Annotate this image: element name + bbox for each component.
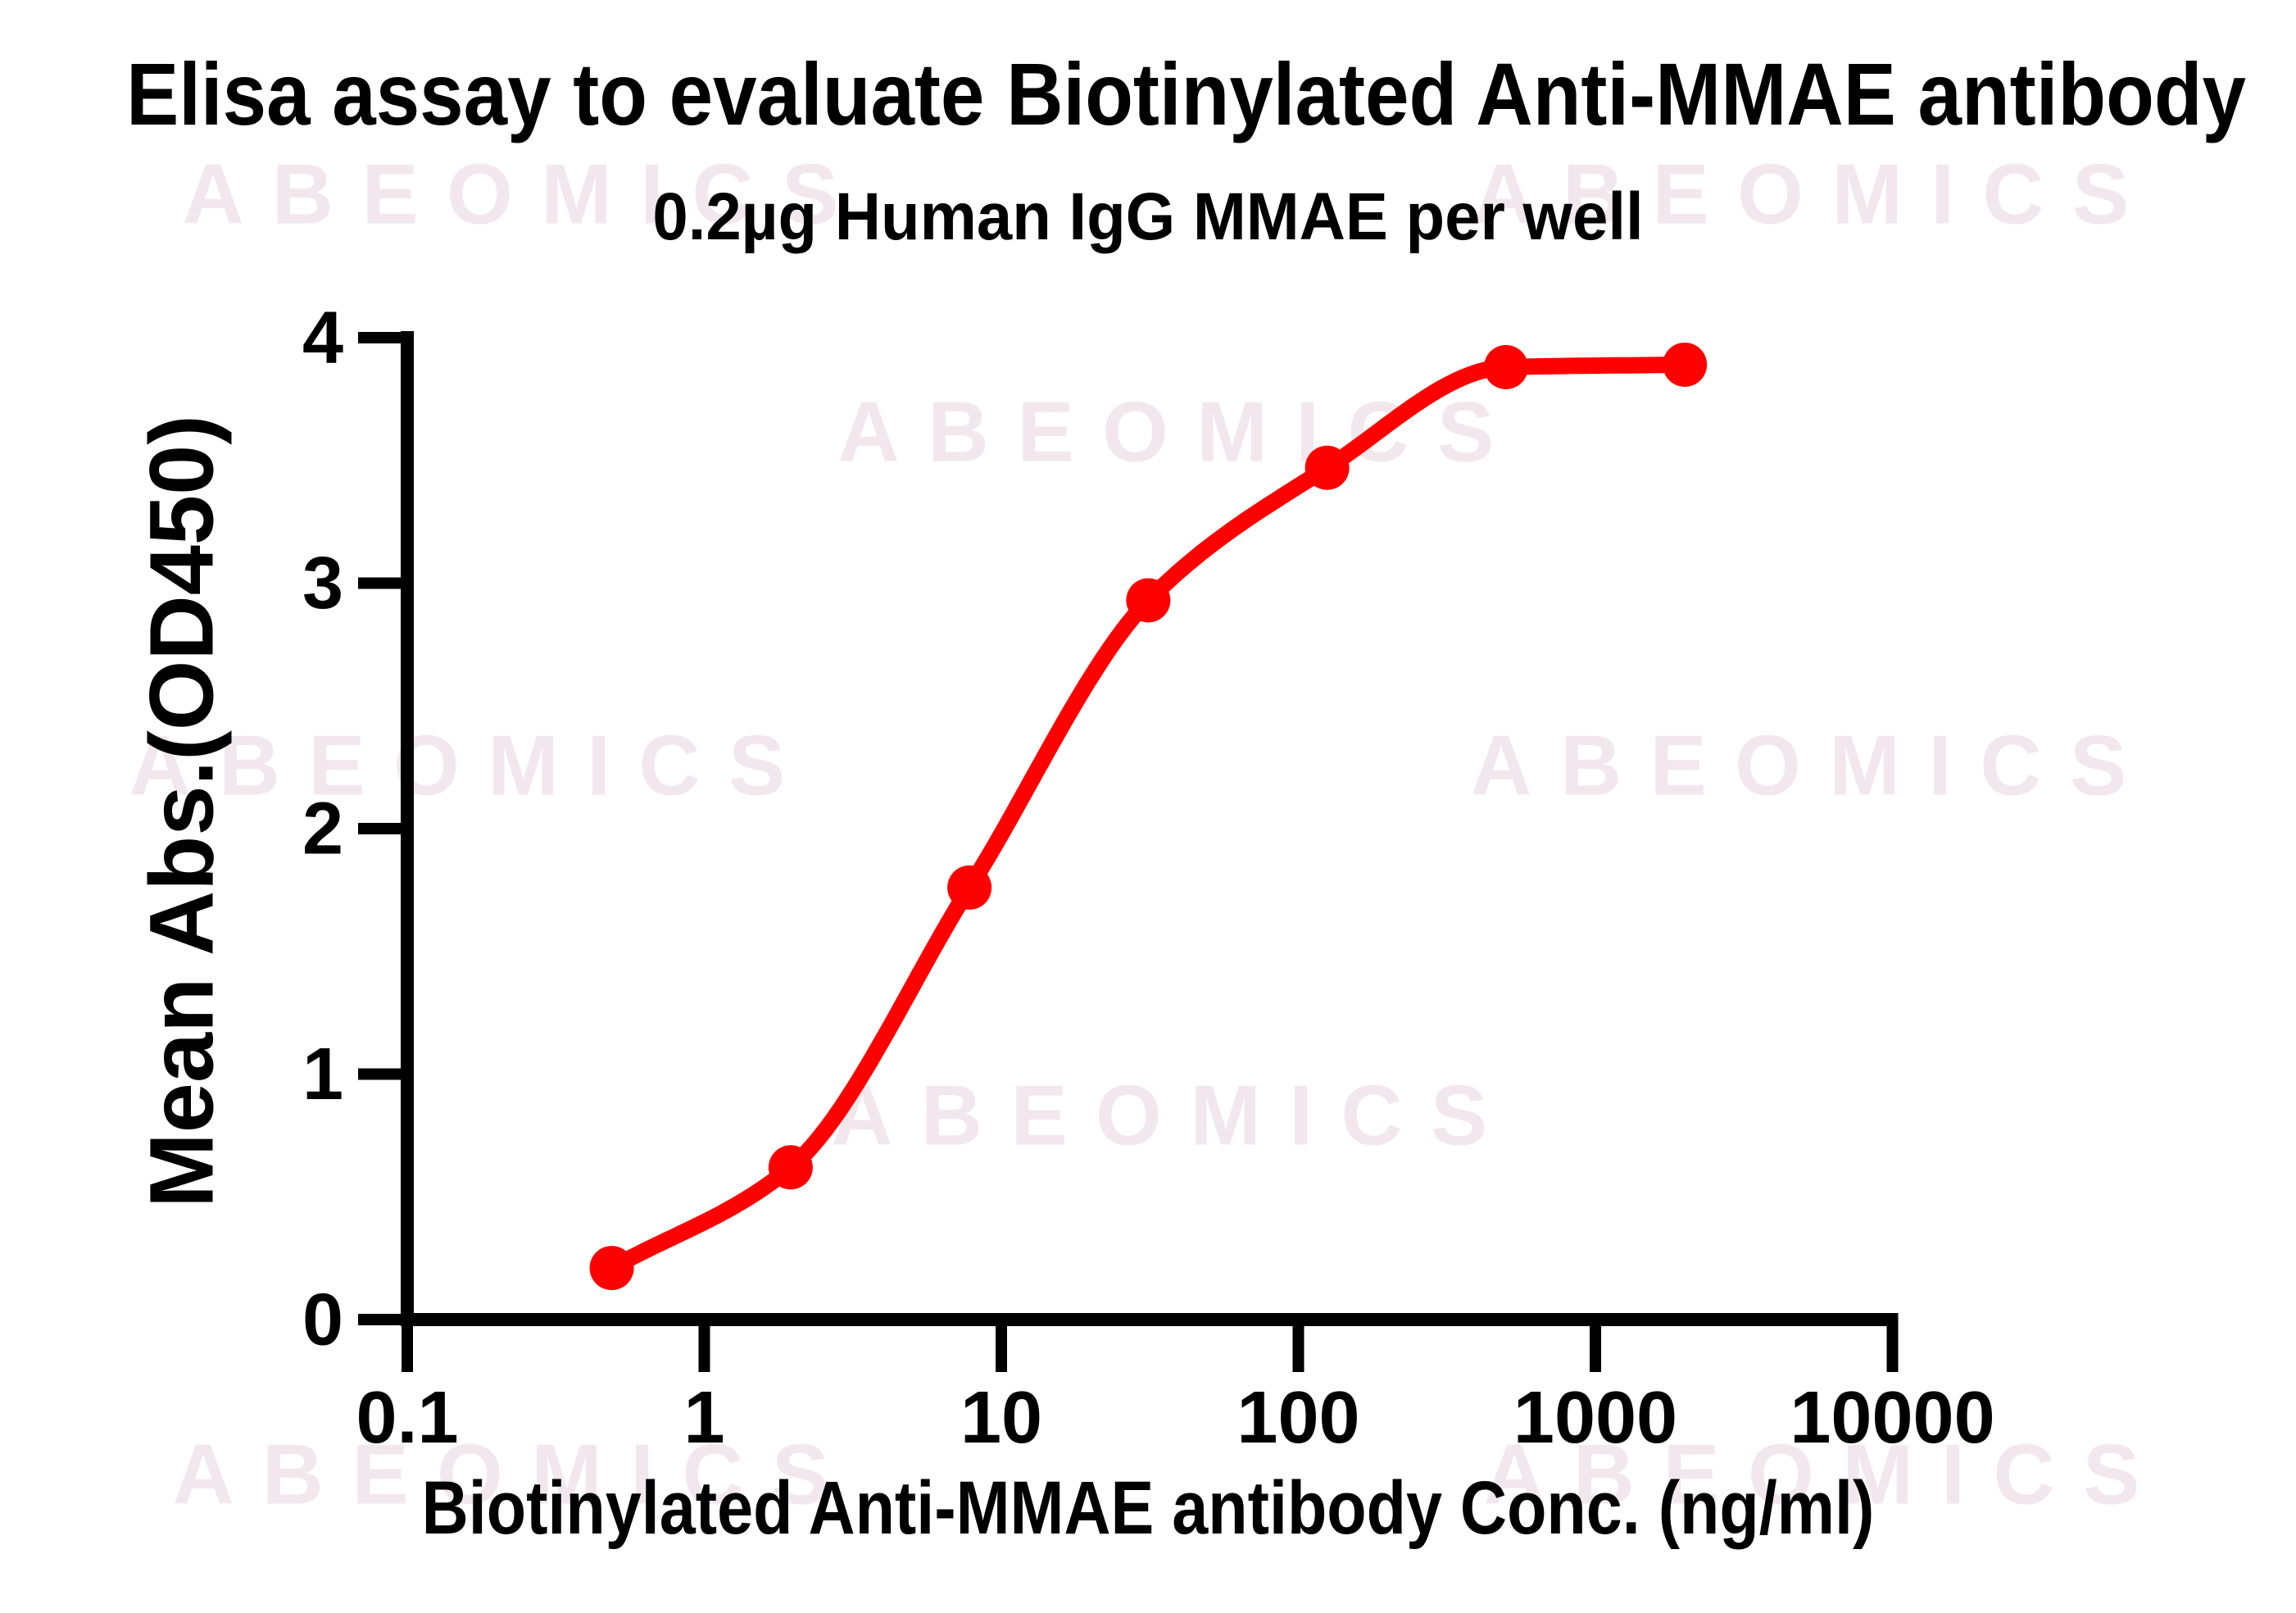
data-point: [1483, 344, 1528, 389]
x-tick-label: 10: [960, 1377, 1042, 1459]
x-tick-label: 1000: [1513, 1377, 1677, 1459]
dose-response-curve: [603, 356, 1694, 1277]
x-tick-label: 100: [1236, 1377, 1359, 1459]
watermark-text: ABEOMICS: [831, 1068, 1516, 1164]
data-point: [1305, 445, 1350, 490]
data-point: [768, 1145, 813, 1190]
watermark-text: ABEOMICS: [1483, 1427, 2168, 1523]
data-point: [589, 1246, 634, 1291]
chart-title: Elisa assay to evaluate Biotinylated Ant…: [126, 44, 2247, 143]
watermark-text: ABEOMICS: [129, 718, 814, 814]
y-axis-title: Mean Abs.(OD450): [131, 415, 233, 1208]
y-tick-label: 1: [302, 1034, 343, 1115]
watermark-text: ABEOMICS: [182, 147, 867, 243]
x-axis-title: Biotinylated Anti-MMAE antibody Conc. (n…: [421, 1466, 1875, 1550]
y-tick-label: 3: [302, 543, 343, 625]
data-point: [1126, 578, 1171, 623]
data-point: [947, 865, 992, 910]
x-tick-label: 10000: [1790, 1377, 1994, 1459]
watermark-text: ABEOMICS: [172, 1427, 857, 1523]
data-point: [1663, 342, 1708, 387]
chart-subtitle: 0.2µg Human IgG MMAE per well: [652, 179, 1644, 254]
watermark-text: ABEOMICS: [1470, 718, 2155, 814]
y-tick-label: 2: [302, 788, 343, 870]
x-tick-label: 0.1: [356, 1377, 458, 1459]
x-tick-label: 1: [683, 1377, 724, 1459]
y-tick-label: 4: [302, 298, 343, 379]
y-tick-label: 0: [302, 1279, 343, 1361]
watermark-text: ABEOMICS: [1472, 147, 2158, 243]
